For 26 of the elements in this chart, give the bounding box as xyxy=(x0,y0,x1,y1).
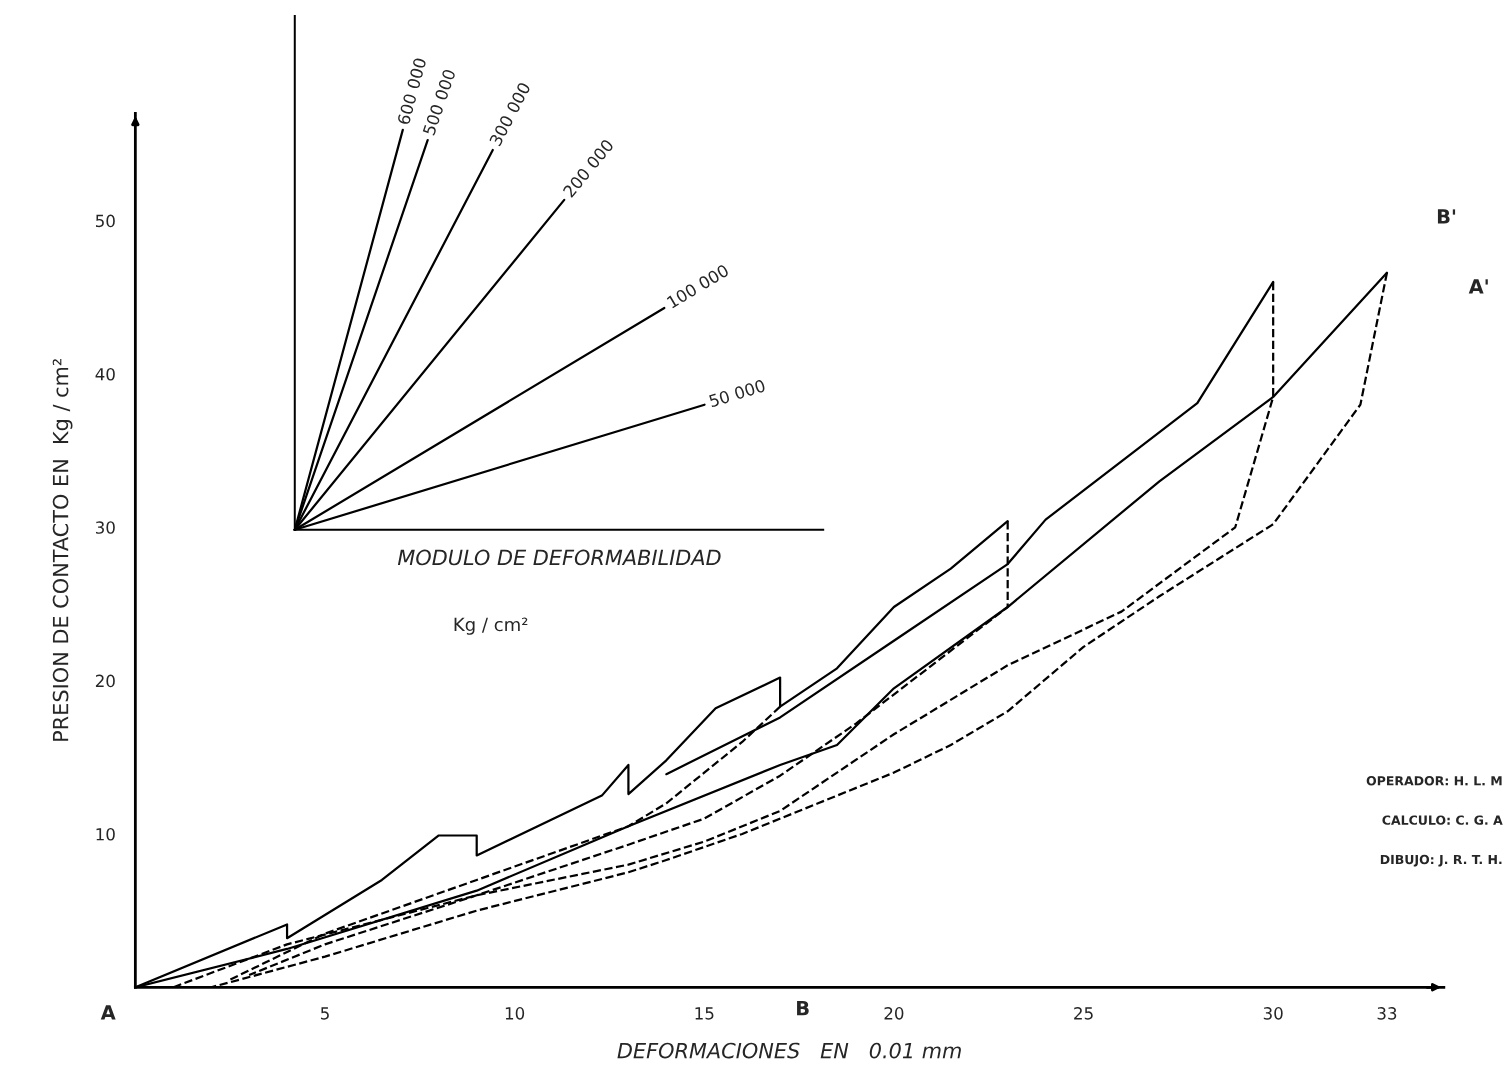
x-axis-title: DEFORMACIONES EN 0.01 mm xyxy=(617,1042,961,1059)
annotation: B' xyxy=(1437,209,1456,224)
y-tick-label: 40 xyxy=(95,367,115,381)
y-tick-label: 50 xyxy=(95,214,115,228)
y-tick-label: 20 xyxy=(95,674,115,688)
text: A' xyxy=(1468,279,1488,294)
annotation: DIBUJO: J. R. T. H. xyxy=(1380,854,1502,867)
y-tick-label: 10 xyxy=(96,827,115,841)
annotation: 300 000 xyxy=(488,81,531,147)
x-tick-label: 30 xyxy=(1263,1007,1283,1020)
x-tick-label: 10 xyxy=(505,1007,525,1020)
x-tick-label: 20 xyxy=(884,1007,904,1020)
x-tick-label: 15 xyxy=(695,1007,714,1020)
annotation: CALCULO: C. G. A xyxy=(1382,815,1503,825)
text: B xyxy=(797,1000,809,1016)
annotation: OPERADOR: H. L. M xyxy=(1366,776,1502,786)
annotation: 50 000 xyxy=(708,379,766,408)
x-tick-label: 25 xyxy=(1074,1007,1093,1020)
text: MODULO DE DEFORMABILIDAD xyxy=(397,549,721,566)
annotation: 100 000 xyxy=(666,263,730,309)
y-axis-title: PRESION DE CONTACTO EN Kg / cm² xyxy=(52,359,73,741)
x-tick-label: 33 xyxy=(1377,1007,1397,1020)
annotation: Kg / cm² xyxy=(454,617,528,635)
x-tick-label: 5 xyxy=(320,1007,329,1020)
y-tick-label: 30 xyxy=(95,521,115,534)
text: A xyxy=(100,1005,116,1020)
